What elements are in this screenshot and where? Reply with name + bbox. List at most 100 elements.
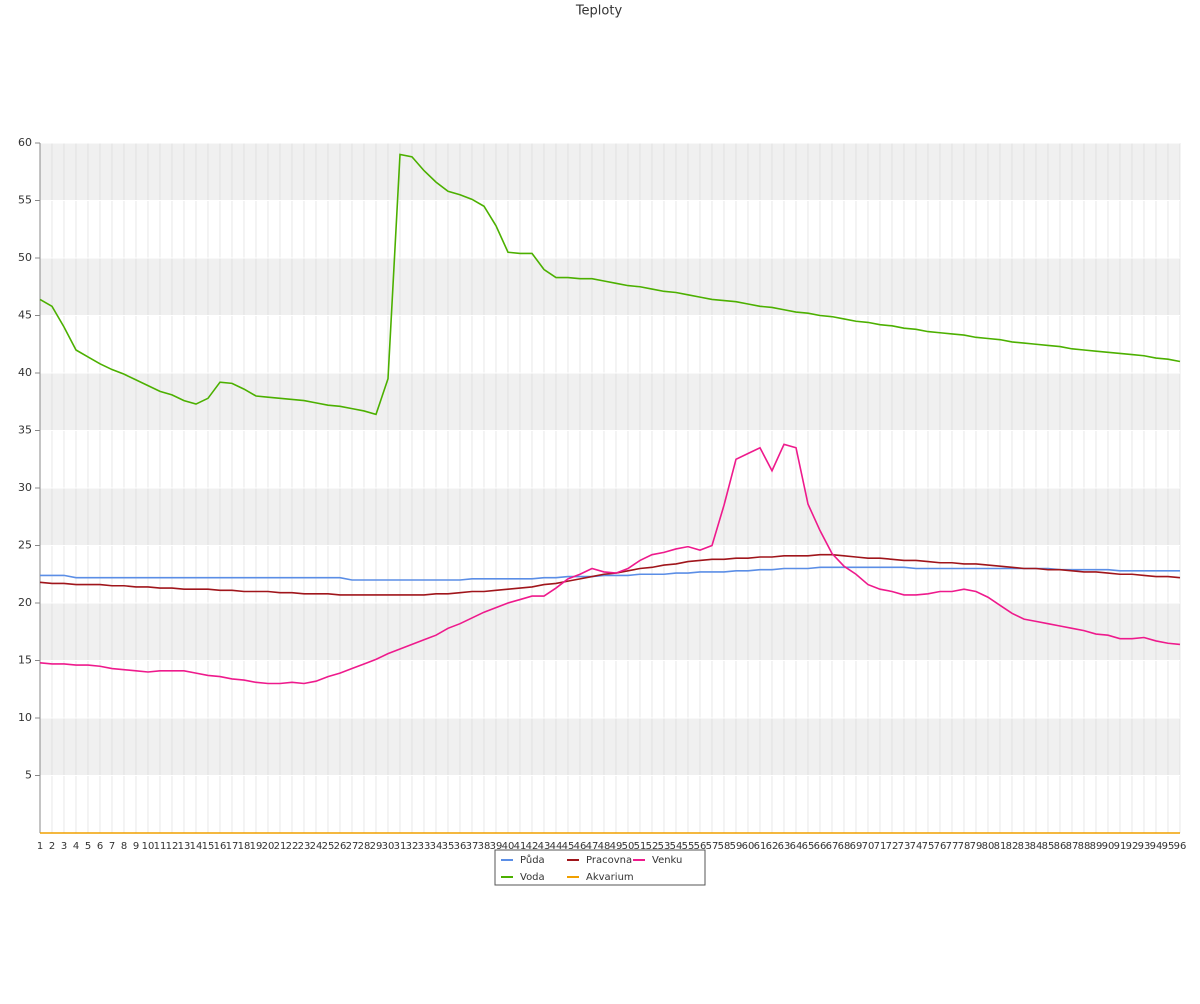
y-tick-label: 35 (18, 424, 32, 437)
x-tick-label: 10 (142, 841, 155, 852)
x-tick-label: 65 (802, 841, 815, 852)
y-tick-label: 45 (18, 309, 32, 322)
x-tick-label: 79 (970, 841, 983, 852)
x-tick-label: 69 (850, 841, 863, 852)
x-tick-label: 26 (334, 841, 347, 852)
x-tick-label: 74 (910, 841, 923, 852)
x-tick-label: 83 (1018, 841, 1031, 852)
x-tick-label: 44 (550, 841, 563, 852)
x-tick-label: 82 (1006, 841, 1019, 852)
x-tick-label: 51 (634, 841, 647, 852)
x-tick-label: 34 (430, 841, 443, 852)
x-tick-label: 46 (574, 841, 587, 852)
x-tick-label: 8 (121, 841, 127, 852)
x-tick-label: 72 (886, 841, 899, 852)
x-tick-label: 63 (778, 841, 791, 852)
y-tick-label: 40 (18, 366, 32, 379)
x-tick-label: 91 (1114, 841, 1127, 852)
x-tick-label: 35 (442, 841, 455, 852)
x-tick-label: 32 (406, 841, 419, 852)
y-tick-label: 20 (18, 596, 32, 609)
x-tick-label: 42 (526, 841, 539, 852)
x-tick-label: 62 (766, 841, 779, 852)
x-tick-label: 39 (490, 841, 503, 852)
x-tick-label: 24 (310, 841, 323, 852)
x-tick-label: 70 (862, 841, 875, 852)
x-tick-label: 85 (1042, 841, 1055, 852)
x-tick-label: 14 (190, 841, 203, 852)
x-tick-label: 64 (790, 841, 803, 852)
x-tick-label: 73 (898, 841, 911, 852)
grid-band (40, 143, 1180, 201)
x-tick-label: 20 (262, 841, 275, 852)
y-tick-label: 30 (18, 481, 32, 494)
x-tick-label: 19 (250, 841, 263, 852)
y-tick-label: 5 (25, 769, 32, 782)
x-tick-label: 80 (982, 841, 995, 852)
x-tick-label: 22 (286, 841, 299, 852)
grid-band (40, 718, 1180, 776)
x-tick-label: 66 (814, 841, 827, 852)
x-tick-label: 7 (109, 841, 115, 852)
x-tick-label: 60 (742, 841, 755, 852)
x-tick-label: 93 (1138, 841, 1151, 852)
x-tick-label: 59 (730, 841, 743, 852)
x-tick-label: 40 (502, 841, 515, 852)
x-tick-label: 21 (274, 841, 287, 852)
x-tick-label: 58 (718, 841, 731, 852)
x-tick-label: 88 (1078, 841, 1091, 852)
chart-title: Teploty (575, 4, 623, 19)
grid-band (40, 373, 1180, 431)
x-tick-label: 37 (466, 841, 479, 852)
x-tick-label: 23 (298, 841, 311, 852)
y-tick-label: 60 (18, 136, 32, 149)
legend-box (494, 849, 706, 886)
x-tick-label: 38 (478, 841, 491, 852)
legend-label: Pracovna (586, 855, 632, 866)
x-tick-label: 86 (1054, 841, 1067, 852)
x-tick-label: 25 (322, 841, 335, 852)
x-tick-label: 96 (1174, 841, 1187, 852)
grid-band (40, 258, 1180, 316)
y-tick-label: 55 (18, 194, 32, 207)
series-line (40, 566, 1180, 581)
x-tick-label: 2 (49, 841, 55, 852)
grid-band (40, 488, 1180, 546)
x-tick-label: 81 (994, 841, 1007, 852)
x-tick-label: 41 (514, 841, 527, 852)
x-tick-label: 45 (562, 841, 575, 852)
x-tick-label: 4 (73, 841, 79, 852)
y-tick-label: 10 (18, 711, 32, 724)
x-tick-label: 52 (646, 841, 659, 852)
x-tick-label: 30 (382, 841, 395, 852)
x-tick-label: 1 (37, 841, 43, 852)
x-tick-label: 29 (370, 841, 383, 852)
x-tick-label: 5 (85, 841, 91, 852)
x-tick-label: 9 (133, 841, 139, 852)
x-tick-label: 33 (418, 841, 431, 852)
x-tick-label: 54 (670, 841, 683, 852)
x-tick-label: 27 (346, 841, 359, 852)
x-tick-label: 49 (610, 841, 623, 852)
grid-band (40, 603, 1180, 661)
x-tick-label: 15 (202, 841, 215, 852)
x-tick-label: 31 (394, 841, 407, 852)
x-tick-label: 89 (1090, 841, 1103, 852)
x-tick-label: 13 (178, 841, 191, 852)
x-tick-label: 57 (706, 841, 719, 852)
x-tick-label: 11 (154, 841, 167, 852)
x-tick-label: 28 (358, 841, 371, 852)
x-tick-label: 84 (1030, 841, 1043, 852)
legend-label: Půda (520, 854, 545, 866)
x-tick-label: 48 (598, 841, 611, 852)
x-tick-label: 67 (826, 841, 839, 852)
x-tick-label: 55 (682, 841, 695, 852)
x-tick-label: 90 (1102, 841, 1115, 852)
x-tick-label: 56 (694, 841, 707, 852)
x-tick-label: 16 (214, 841, 227, 852)
x-tick-label: 68 (838, 841, 851, 852)
series-line (39, 443, 1181, 685)
x-tick-label: 61 (754, 841, 767, 852)
legend-label: Akvarium (586, 872, 634, 883)
